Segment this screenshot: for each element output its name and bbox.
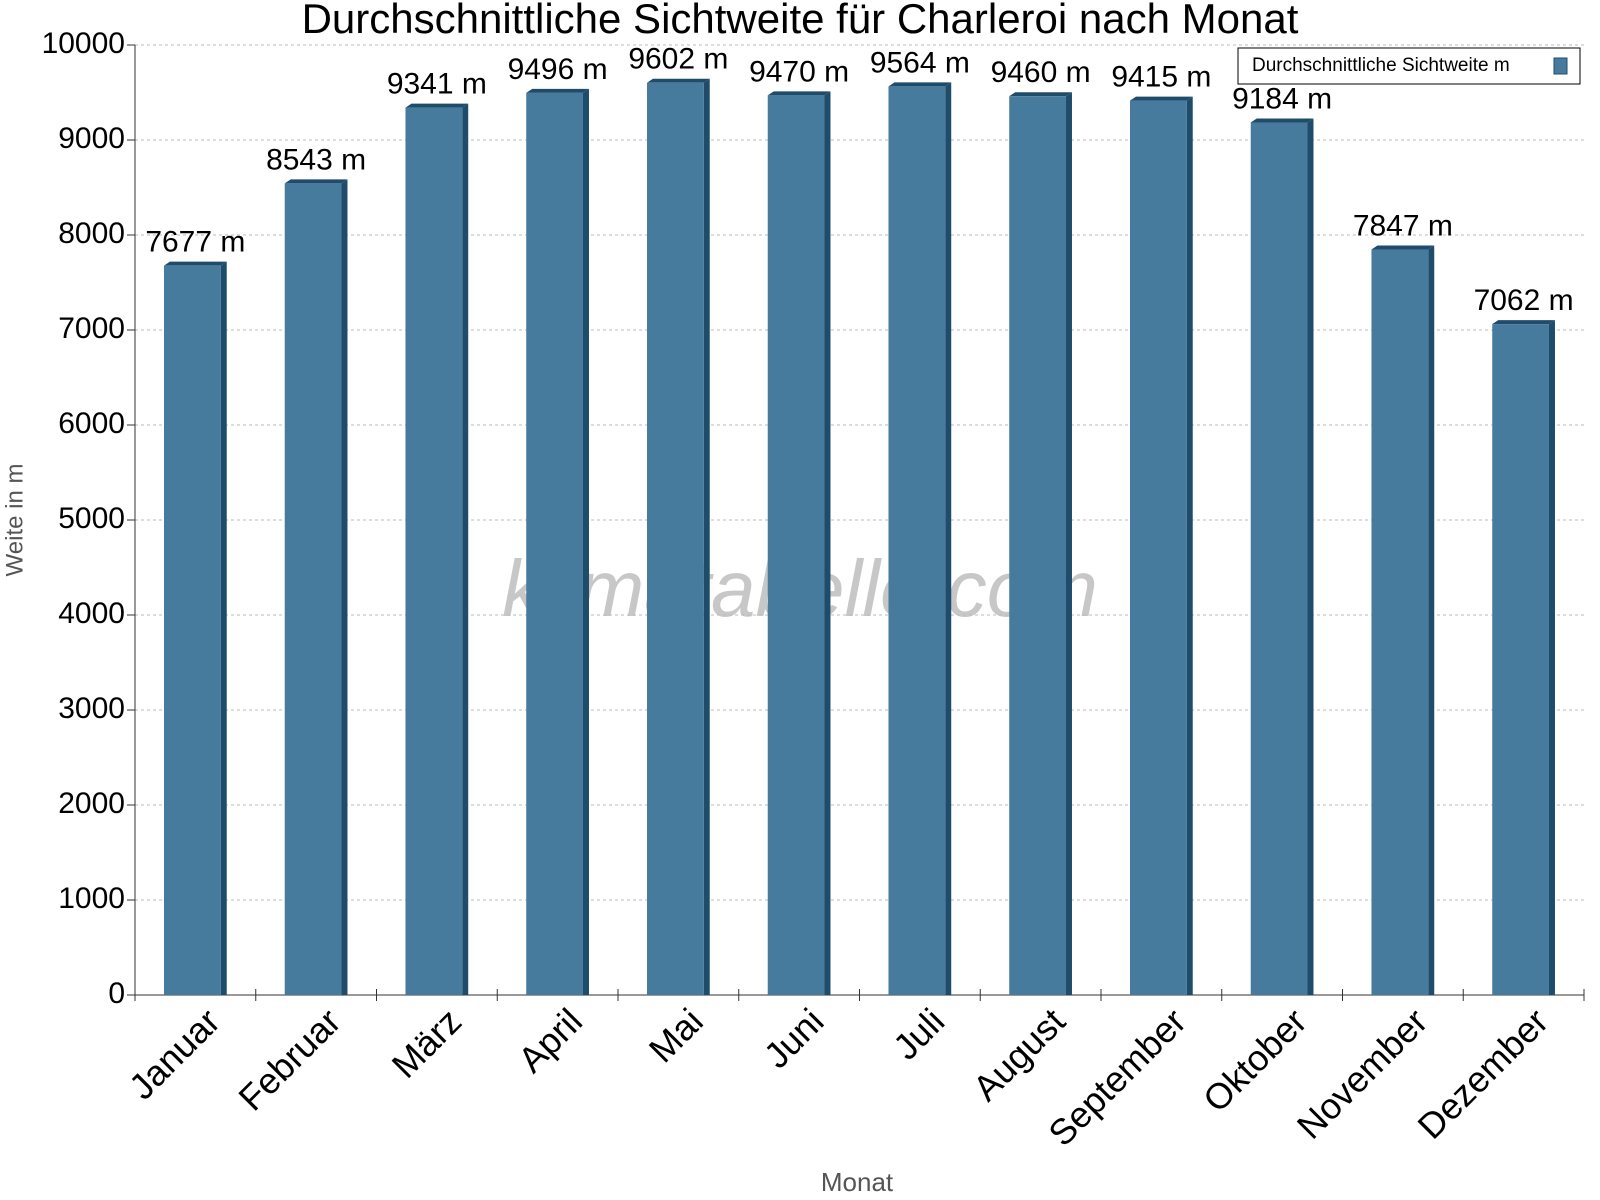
y-tick-label: 4000 bbox=[58, 597, 125, 630]
bar-side bbox=[1186, 96, 1193, 995]
bar bbox=[405, 107, 463, 996]
y-tick-label: 7000 bbox=[58, 312, 125, 345]
bar bbox=[888, 86, 946, 996]
data-label: 7062 m bbox=[1474, 284, 1574, 317]
x-tick-label: Mai bbox=[641, 1000, 711, 1070]
bar-top bbox=[1009, 92, 1072, 97]
bar-top bbox=[767, 91, 831, 96]
bar-top bbox=[1250, 118, 1314, 123]
data-label: 9470 m bbox=[749, 55, 849, 88]
bar bbox=[1009, 96, 1066, 996]
data-label: 8543 m bbox=[266, 143, 366, 176]
bar-side bbox=[1307, 118, 1314, 995]
x-tick-label: Oktober bbox=[1195, 1000, 1315, 1120]
bar-side bbox=[220, 261, 227, 995]
legend-label: Durchschnittliche Sichtweite m bbox=[1252, 55, 1510, 76]
bar-side bbox=[824, 91, 831, 996]
bar-top bbox=[888, 82, 952, 87]
bar bbox=[646, 82, 704, 995]
y-tick-label: 10000 bbox=[42, 27, 125, 60]
y-tick-label: 6000 bbox=[58, 407, 125, 440]
bar-top bbox=[1129, 96, 1193, 101]
y-tick-label: 5000 bbox=[58, 502, 125, 535]
x-tick-label: Januar bbox=[121, 1000, 228, 1107]
bar-top bbox=[1492, 320, 1555, 325]
chart-title: Durchschnittliche Sichtweite für Charler… bbox=[302, 0, 1299, 42]
x-tick-label: Juli bbox=[885, 1000, 952, 1067]
bar bbox=[1492, 324, 1549, 995]
data-label: 9415 m bbox=[1111, 60, 1211, 93]
legend-box bbox=[1237, 47, 1581, 85]
bar bbox=[1250, 122, 1308, 995]
y-tick-label: 2000 bbox=[58, 787, 125, 820]
bar-side bbox=[703, 78, 710, 995]
bar bbox=[284, 183, 342, 996]
bar-top bbox=[526, 88, 589, 93]
data-label: 7677 m bbox=[145, 226, 245, 259]
bar bbox=[526, 92, 583, 995]
y-tick-label: 0 bbox=[108, 977, 125, 1010]
data-label: 9341 m bbox=[387, 68, 487, 101]
bar bbox=[767, 95, 825, 996]
bar-top bbox=[405, 103, 469, 108]
bar-side bbox=[341, 179, 348, 996]
bar-side bbox=[1065, 92, 1072, 996]
data-label: 9184 m bbox=[1232, 82, 1332, 115]
bar bbox=[1371, 249, 1429, 995]
bar-side bbox=[1428, 245, 1435, 995]
x-tick-label: Februar bbox=[230, 1000, 348, 1118]
bar-top bbox=[163, 261, 227, 266]
y-axis-title: Weite in m bbox=[1, 464, 28, 577]
data-label: 7847 m bbox=[1353, 209, 1453, 242]
bar-side bbox=[1548, 320, 1555, 995]
data-label: 9496 m bbox=[508, 53, 608, 86]
bar-top bbox=[1371, 245, 1435, 250]
x-axis-title: Monat bbox=[821, 1167, 894, 1197]
y-tick-label: 9000 bbox=[58, 122, 125, 155]
x-tick-label: April bbox=[510, 1000, 590, 1080]
bar bbox=[1129, 100, 1187, 995]
y-tick-label: 1000 bbox=[58, 882, 125, 915]
x-tick-label: März bbox=[384, 1000, 470, 1086]
legend-swatch bbox=[1553, 57, 1568, 75]
bar-top bbox=[284, 179, 348, 184]
x-tick-label: November bbox=[1289, 1000, 1435, 1146]
data-label: 9564 m bbox=[870, 46, 970, 79]
data-label: 9602 m bbox=[628, 43, 728, 76]
y-tick-label: 8000 bbox=[58, 217, 125, 250]
bar-top bbox=[646, 78, 710, 83]
y-tick-label: 3000 bbox=[58, 692, 125, 725]
data-label: 9460 m bbox=[991, 56, 1091, 89]
bar-side bbox=[462, 103, 469, 996]
bar-side bbox=[945, 82, 952, 996]
x-tick-label: August bbox=[965, 1000, 1073, 1108]
x-tick-label: Dezember bbox=[1410, 1000, 1556, 1146]
bar bbox=[163, 265, 221, 995]
bar-side bbox=[582, 88, 589, 995]
x-tick-label: Juni bbox=[756, 1000, 832, 1076]
